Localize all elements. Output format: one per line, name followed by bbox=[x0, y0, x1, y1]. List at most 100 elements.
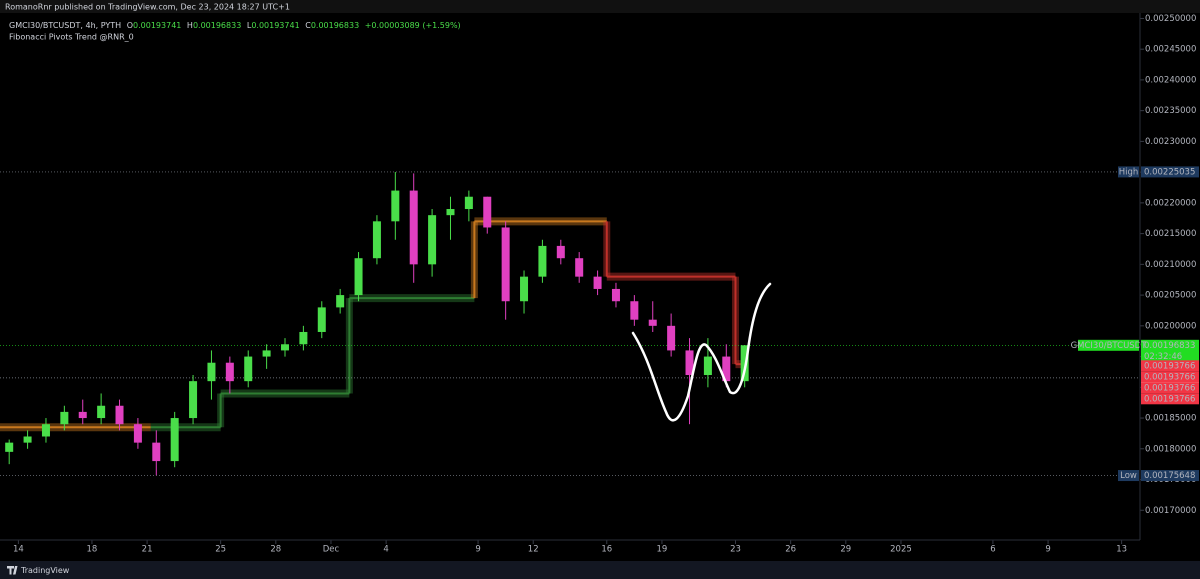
candle-body bbox=[464, 196, 473, 210]
plot-area: 0.001700000.001750000.001800000.00185000… bbox=[0, 14, 1199, 555]
y-tick-label: 0.00200000 bbox=[1145, 321, 1196, 331]
y-tick-label: 0.00250000 bbox=[1145, 14, 1196, 24]
price-marker-value: 0.00175648 bbox=[1144, 471, 1195, 481]
x-tick-label: 29 bbox=[840, 545, 851, 555]
publish-info: RomanoRnr published on TradingView.com, … bbox=[5, 3, 290, 12]
candle-body bbox=[409, 190, 418, 265]
candle-body bbox=[152, 442, 161, 462]
candle-body bbox=[538, 245, 547, 277]
x-tick-label: 19 bbox=[657, 545, 668, 555]
legend-key: H bbox=[187, 21, 193, 30]
x-tick-label: 12 bbox=[528, 545, 539, 555]
candle-body bbox=[299, 331, 308, 345]
price-marker-tag bbox=[1118, 166, 1139, 178]
indicator-value-box bbox=[1141, 393, 1199, 405]
price-marker-box bbox=[1141, 166, 1199, 178]
tradingview-logo bbox=[7, 566, 18, 575]
last-price-label: GMCI30/BTCUSDT bbox=[1071, 341, 1148, 351]
candle-body bbox=[115, 405, 124, 425]
last-price-value: 0.00196833 bbox=[1144, 341, 1195, 351]
candle-body bbox=[97, 405, 106, 419]
legend-key: C bbox=[305, 21, 311, 30]
x-tick-label: 25 bbox=[215, 545, 226, 555]
candle-body bbox=[262, 350, 271, 357]
legend-value: 0.00193741 bbox=[133, 21, 181, 30]
price-marker-label: Low bbox=[1120, 471, 1137, 481]
y-tick-label: 0.00220000 bbox=[1145, 198, 1196, 208]
candle-body bbox=[483, 196, 492, 228]
x-tick-label: Dec bbox=[323, 545, 340, 555]
y-tick-label: 0.00235000 bbox=[1145, 106, 1196, 116]
legend-line: GMCI30/BTCUSDT, 4h, PYTH O0.00193741 H0.… bbox=[9, 21, 461, 30]
indicator-value: 0.00193766 bbox=[1144, 383, 1195, 393]
candle-body bbox=[722, 356, 731, 382]
candle-body bbox=[78, 411, 87, 419]
candle-body bbox=[630, 301, 639, 320]
indicator-value-box bbox=[1141, 360, 1199, 372]
footer bbox=[0, 561, 1200, 579]
candle-body bbox=[354, 258, 363, 296]
x-tick-label: 9 bbox=[475, 545, 480, 555]
y-tick-label: 0.00240000 bbox=[1145, 75, 1196, 85]
candle-body bbox=[170, 418, 179, 462]
legend-value: 0.00196833 bbox=[193, 21, 241, 30]
candle-body bbox=[648, 319, 657, 326]
indicator-value-box bbox=[1141, 382, 1199, 394]
indicator-value: 0.00193766 bbox=[1144, 372, 1195, 382]
y-tick-label: 0.00230000 bbox=[1145, 137, 1196, 147]
candle-body bbox=[593, 276, 602, 289]
legend-symbol: GMCI30/BTCUSDT, 4h, PYTH bbox=[9, 21, 121, 30]
x-tick-label: 23 bbox=[730, 545, 741, 555]
price-marker-box bbox=[1141, 470, 1199, 482]
indicator-value: 0.00193766 bbox=[1144, 394, 1195, 404]
candle-body bbox=[520, 276, 529, 302]
candle-body bbox=[225, 362, 234, 382]
y-tick-label: 0.00215000 bbox=[1145, 229, 1196, 239]
candle-body bbox=[244, 356, 253, 382]
candle-body bbox=[611, 288, 620, 302]
countdown: 02:32:46 bbox=[1144, 352, 1182, 362]
x-tick-label: 14 bbox=[13, 545, 24, 555]
x-tick-label: 18 bbox=[87, 545, 98, 555]
candle-body bbox=[5, 442, 14, 452]
candle-body bbox=[501, 227, 510, 302]
candle-body bbox=[667, 325, 676, 351]
candle-body bbox=[556, 245, 565, 259]
indicator-name: Fibonacci Pivots Trend @RNR_0 bbox=[9, 33, 134, 42]
x-tick-label: 21 bbox=[142, 545, 153, 555]
price-marker-tag bbox=[1118, 470, 1139, 482]
x-tick-label: 6 bbox=[990, 545, 995, 555]
candle-body bbox=[317, 307, 326, 332]
indicator-value: 0.00193766 bbox=[1144, 361, 1195, 371]
legend-key: O bbox=[127, 21, 133, 30]
candle-body bbox=[41, 424, 50, 437]
x-tick-label: 28 bbox=[270, 545, 281, 555]
candle-body bbox=[685, 350, 694, 376]
candle-body bbox=[372, 221, 381, 259]
candle-body bbox=[575, 258, 584, 277]
legend-change: +0.00003089 (+1.59%) bbox=[365, 21, 461, 30]
publish-bar bbox=[0, 0, 1200, 13]
x-tick-label: 26 bbox=[785, 545, 796, 555]
x-tick-label: 16 bbox=[601, 545, 612, 555]
candle-body bbox=[428, 215, 437, 265]
y-tick-label: 0.00180000 bbox=[1145, 444, 1196, 454]
candle-body bbox=[740, 345, 749, 382]
y-tick-label: 0.00245000 bbox=[1145, 45, 1196, 55]
y-tick-label: 0.00185000 bbox=[1145, 414, 1196, 424]
price-marker-label: High bbox=[1119, 167, 1139, 177]
candle-body bbox=[703, 356, 712, 376]
x-tick-label: 9 bbox=[1045, 545, 1050, 555]
legend-value: 0.00196833 bbox=[311, 21, 359, 30]
legend-value: 0.00193741 bbox=[251, 21, 299, 30]
last-price-box bbox=[1141, 339, 1199, 362]
candle-body bbox=[207, 362, 216, 382]
y-tick-label: 0.00170000 bbox=[1145, 506, 1196, 516]
candle-body bbox=[23, 436, 32, 443]
candle-body bbox=[60, 411, 69, 425]
legend-key: L bbox=[247, 21, 252, 30]
y-tick-label: 0.00205000 bbox=[1145, 291, 1196, 301]
x-tick-label: 2025 bbox=[890, 545, 912, 555]
